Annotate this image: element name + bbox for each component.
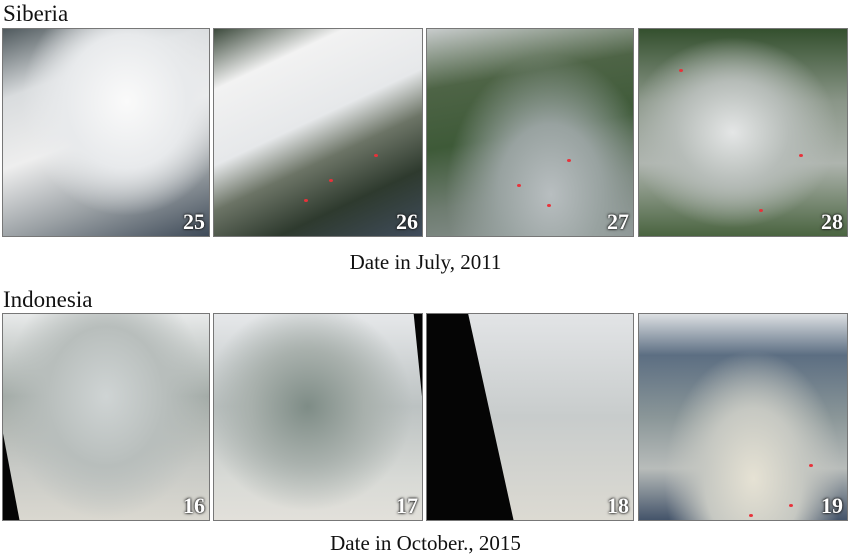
satellite-image: 17 bbox=[213, 313, 423, 521]
satellite-image: 26 bbox=[213, 28, 423, 237]
date-label: 16 bbox=[183, 493, 205, 518]
caption: Date in July, 2011 bbox=[349, 250, 502, 274]
caption: Date in October., 2015 bbox=[330, 531, 521, 555]
date-label: 25 bbox=[183, 209, 205, 234]
satellite-image: 16 bbox=[2, 313, 210, 521]
date-label: 19 bbox=[821, 493, 843, 518]
date-label: 28 bbox=[821, 209, 843, 234]
satellite-image: 19 bbox=[638, 313, 848, 521]
satellite-image: 18 bbox=[426, 313, 634, 521]
satellite-image: 28 bbox=[638, 28, 848, 237]
date-label: 18 bbox=[607, 493, 629, 518]
satellite-image: 25 bbox=[2, 28, 210, 237]
date-label: 17 bbox=[396, 493, 418, 518]
section-title: Siberia bbox=[3, 1, 69, 26]
date-label: 26 bbox=[396, 209, 418, 234]
satellite-image: 27 bbox=[426, 28, 634, 237]
section-title: Indonesia bbox=[3, 287, 93, 312]
date-label: 27 bbox=[607, 209, 629, 234]
